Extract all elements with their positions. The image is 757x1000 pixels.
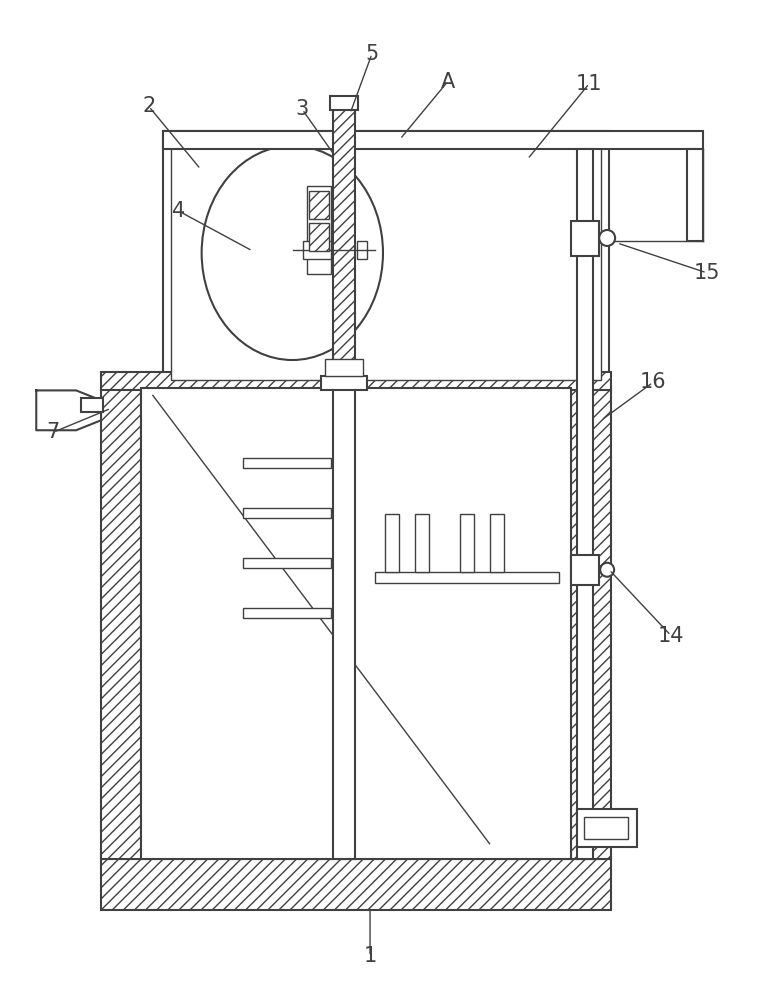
- Bar: [375, 572, 559, 583]
- Bar: [572, 388, 611, 859]
- Text: 15: 15: [693, 263, 720, 283]
- Bar: [244, 508, 331, 518]
- Bar: [459, 514, 474, 572]
- Bar: [584, 817, 628, 839]
- Bar: [385, 514, 399, 572]
- Bar: [578, 809, 637, 847]
- Bar: [490, 514, 503, 572]
- Bar: [163, 131, 609, 388]
- Bar: [310, 191, 329, 219]
- Text: 14: 14: [658, 626, 684, 646]
- Bar: [326, 359, 363, 376]
- Text: 4: 4: [172, 201, 185, 221]
- Text: 1: 1: [363, 946, 377, 966]
- Bar: [415, 514, 428, 572]
- Bar: [333, 388, 355, 859]
- Bar: [330, 96, 358, 110]
- Text: 2: 2: [142, 96, 155, 116]
- Bar: [357, 241, 367, 259]
- Text: 11: 11: [576, 74, 603, 94]
- Bar: [244, 558, 331, 568]
- Polygon shape: [36, 390, 101, 430]
- Bar: [101, 388, 141, 859]
- Bar: [101, 372, 611, 390]
- Bar: [321, 376, 367, 390]
- Text: 16: 16: [640, 372, 666, 392]
- Text: 5: 5: [366, 44, 378, 64]
- Bar: [81, 398, 103, 412]
- Bar: [687, 149, 702, 241]
- Bar: [304, 241, 331, 259]
- Text: 7: 7: [47, 422, 60, 442]
- Bar: [307, 186, 331, 274]
- Bar: [572, 555, 600, 585]
- Bar: [101, 859, 611, 910]
- Bar: [333, 106, 355, 390]
- Bar: [578, 149, 593, 859]
- Bar: [572, 221, 600, 256]
- Bar: [244, 608, 331, 618]
- Ellipse shape: [201, 146, 383, 360]
- Bar: [141, 388, 572, 859]
- Bar: [244, 458, 331, 468]
- Bar: [171, 139, 601, 380]
- Circle shape: [600, 563, 614, 577]
- Bar: [163, 131, 702, 149]
- Text: A: A: [441, 72, 455, 92]
- Circle shape: [600, 230, 615, 246]
- Text: 3: 3: [296, 99, 309, 119]
- Bar: [310, 223, 329, 251]
